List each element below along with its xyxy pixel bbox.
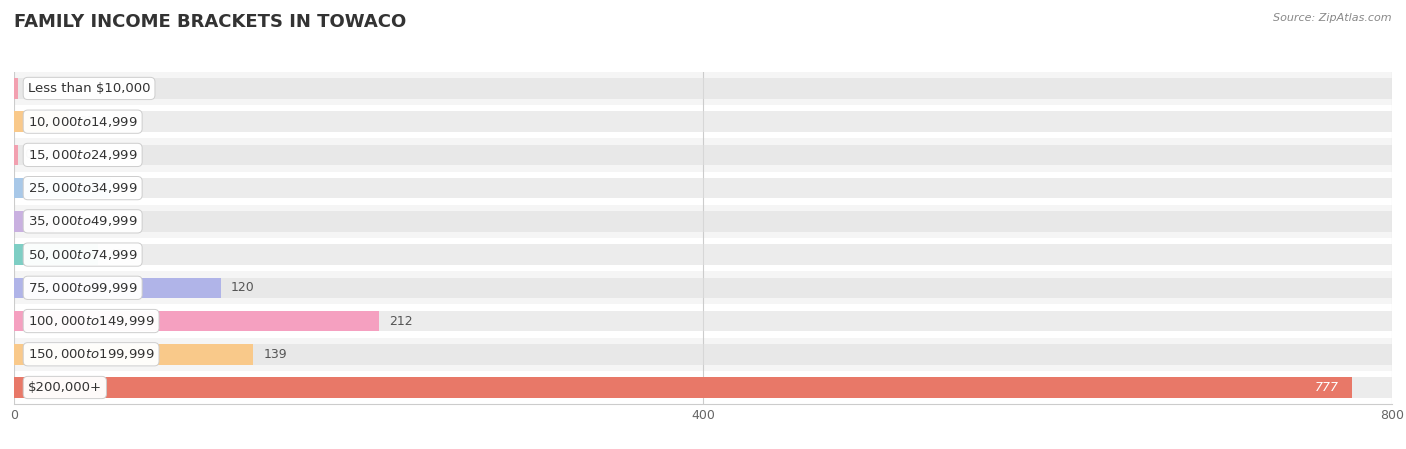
Text: $25,000 to $34,999: $25,000 to $34,999 [28, 181, 138, 195]
Bar [14, 138, 1392, 172]
Bar [14, 211, 53, 232]
Bar [14, 244, 98, 265]
Bar [14, 311, 1392, 331]
Bar [14, 145, 17, 165]
Bar [14, 304, 1392, 338]
Bar [14, 338, 1392, 371]
Text: $10,000 to $14,999: $10,000 to $14,999 [28, 114, 138, 129]
Bar [14, 211, 1392, 232]
Bar [14, 205, 1392, 238]
Bar [14, 78, 17, 99]
Text: Source: ZipAtlas.com: Source: ZipAtlas.com [1274, 13, 1392, 23]
Text: $15,000 to $24,999: $15,000 to $24,999 [28, 148, 138, 162]
Text: Less than $10,000: Less than $10,000 [28, 82, 150, 95]
Text: $100,000 to $149,999: $100,000 to $149,999 [28, 314, 155, 328]
Text: 139: 139 [264, 348, 287, 361]
Bar [14, 78, 1392, 99]
Text: 120: 120 [231, 282, 254, 294]
Bar [14, 311, 380, 331]
Text: $35,000 to $49,999: $35,000 to $49,999 [28, 214, 138, 229]
Text: $50,000 to $74,999: $50,000 to $74,999 [28, 247, 138, 262]
Bar [14, 377, 1392, 398]
Bar [14, 178, 1392, 198]
Bar [14, 172, 1392, 205]
Bar [14, 377, 1353, 398]
Text: $200,000+: $200,000+ [28, 381, 101, 394]
Bar [14, 271, 1392, 304]
Text: 0: 0 [24, 82, 32, 95]
Text: 0: 0 [24, 149, 32, 161]
Bar [14, 344, 1392, 365]
Text: 777: 777 [1315, 381, 1339, 394]
Bar [14, 111, 69, 132]
Bar [14, 178, 111, 198]
Bar [14, 277, 221, 298]
Text: 32: 32 [80, 115, 96, 128]
Text: 56: 56 [121, 182, 136, 194]
Bar [14, 238, 1392, 271]
Text: 23: 23 [65, 215, 80, 228]
Text: 212: 212 [389, 315, 413, 327]
Bar [14, 277, 1392, 298]
Bar [14, 145, 1392, 165]
Bar [14, 111, 1392, 132]
Bar [14, 72, 1392, 105]
Bar [14, 371, 1392, 404]
Text: $150,000 to $199,999: $150,000 to $199,999 [28, 347, 155, 361]
Bar [14, 105, 1392, 138]
Text: 49: 49 [108, 248, 125, 261]
Bar [14, 244, 1392, 265]
Bar [14, 344, 253, 365]
Text: FAMILY INCOME BRACKETS IN TOWACO: FAMILY INCOME BRACKETS IN TOWACO [14, 13, 406, 31]
Text: $75,000 to $99,999: $75,000 to $99,999 [28, 281, 138, 295]
